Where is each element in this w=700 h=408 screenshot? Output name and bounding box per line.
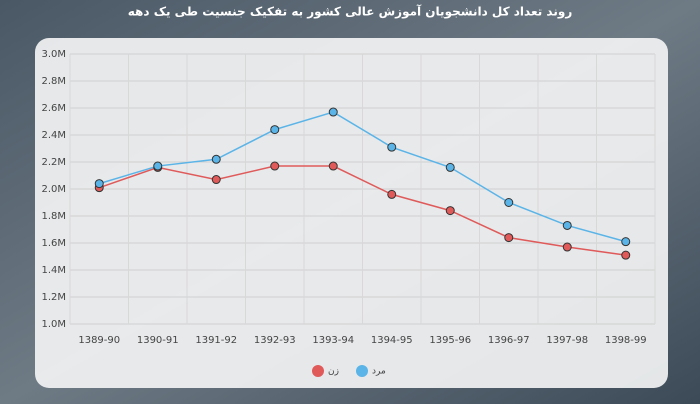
marker xyxy=(94,179,104,189)
x-tick-label: 1393-94 xyxy=(312,335,354,346)
x-tick-label: 1390-91 xyxy=(137,335,179,346)
y-tick-label: 2.4M xyxy=(41,130,66,141)
marker xyxy=(562,242,572,252)
legend-label[interactable]: مرد xyxy=(372,367,386,377)
marker xyxy=(153,161,163,171)
marker xyxy=(387,189,397,199)
y-tick-label: 2.0M xyxy=(41,184,66,195)
x-tick-label: 1398-99 xyxy=(605,335,647,346)
marker xyxy=(328,107,338,117)
marker xyxy=(270,161,280,171)
marker xyxy=(328,161,338,171)
y-tick-label: 1.8M xyxy=(41,211,66,222)
marker xyxy=(211,175,221,185)
series-line xyxy=(99,165,626,256)
marker xyxy=(387,142,397,152)
x-tick-label: 1395-96 xyxy=(429,335,471,346)
marker xyxy=(504,233,514,243)
marker xyxy=(504,198,514,207)
legend-swatch[interactable] xyxy=(356,365,368,377)
legend-label[interactable]: زن xyxy=(328,367,339,377)
x-tick-label: 1391-92 xyxy=(195,335,237,346)
x-tick-label: 1389-90 xyxy=(78,335,120,346)
y-tick-label: 2.8M xyxy=(41,76,66,87)
x-tick-label: 1394-95 xyxy=(371,335,413,346)
x-tick-label: 1396-97 xyxy=(488,335,530,346)
legend-swatch[interactable] xyxy=(312,365,324,377)
marker xyxy=(562,220,572,230)
x-tick-label: 1392-93 xyxy=(254,335,296,346)
panel xyxy=(35,38,668,388)
chart-title: روند تعداد کل دانشجویان آموزش عالی کشور … xyxy=(128,4,573,20)
marker xyxy=(621,250,631,260)
y-tick-label: 2.2M xyxy=(41,157,66,168)
marker xyxy=(270,125,280,135)
y-tick-label: 3.0M xyxy=(41,49,66,60)
y-tick-label: 2.6M xyxy=(41,103,66,114)
marker xyxy=(445,206,455,216)
y-tick-label: 1.2M xyxy=(41,292,66,303)
marker xyxy=(211,154,221,164)
y-tick-label: 1.0M xyxy=(41,319,66,330)
y-tick-label: 1.6M xyxy=(41,238,66,249)
x-tick-label: 1397-98 xyxy=(546,335,588,346)
marker xyxy=(445,162,455,172)
series-line xyxy=(99,111,626,243)
marker xyxy=(621,237,631,247)
y-tick-label: 1.4M xyxy=(41,265,66,276)
